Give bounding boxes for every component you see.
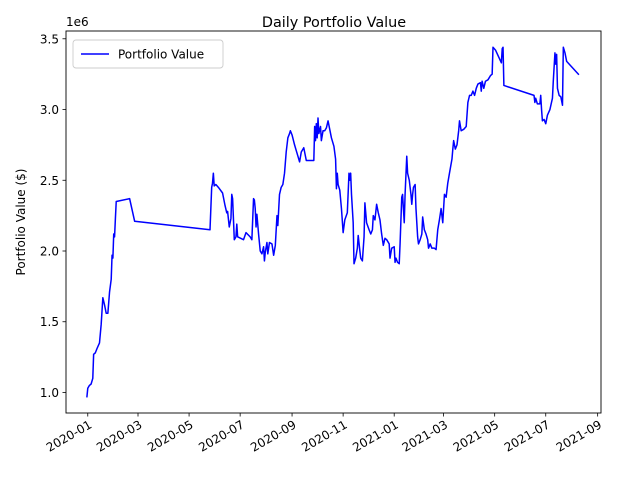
y-tick-label: 1.5 <box>40 315 59 329</box>
y-tick-label: 2.5 <box>40 174 59 188</box>
y-tick-label: 3.0 <box>40 103 59 117</box>
chart-title: Daily Portfolio Value <box>262 15 406 31</box>
y-axis-label: Portfolio Value ($) <box>14 169 28 276</box>
series-line-portfolio-value <box>86 46 580 398</box>
y-tick-label: 2.0 <box>40 245 59 259</box>
y-offset-label: 1e6 <box>66 15 89 29</box>
plot-area <box>86 46 580 398</box>
y-tick-label: 1.0 <box>40 386 59 400</box>
axes-frame <box>65 30 602 414</box>
y-axis: 1.0 1.5 2.0 2.5 3.0 3.5 <box>40 32 66 400</box>
legend-label-portfolio-value: Portfolio Value <box>118 48 204 62</box>
legend-box <box>72 39 224 69</box>
y-tick-label: 3.5 <box>40 32 59 46</box>
legend: Portfolio Value <box>72 39 224 69</box>
